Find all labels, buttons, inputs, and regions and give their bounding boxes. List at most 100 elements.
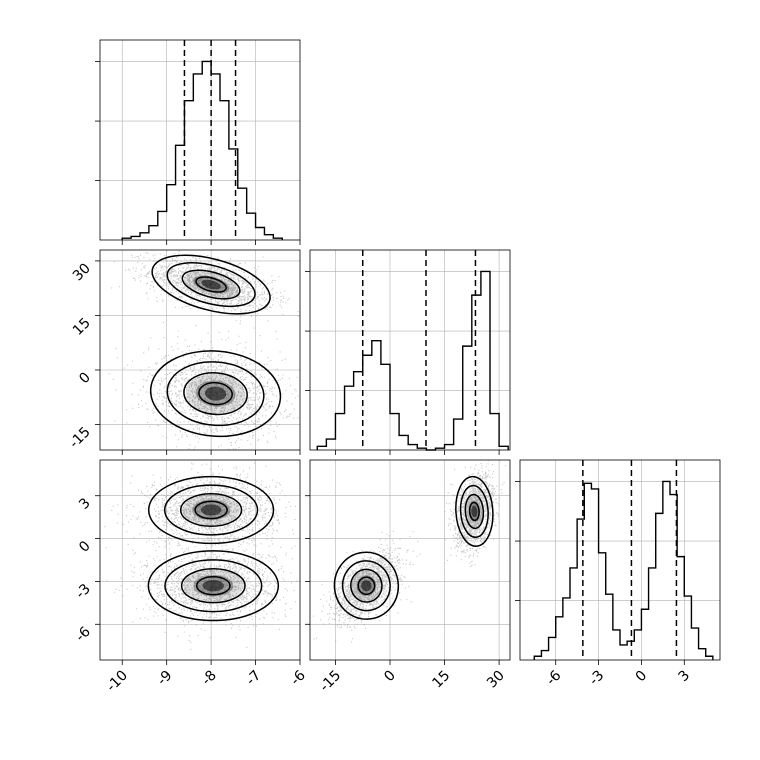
pair-0-2-density-0-2 <box>200 504 222 516</box>
hist-2-bin-17 <box>656 513 663 660</box>
hist-2-bin-15 <box>641 609 648 660</box>
hist-2-xtick-label-1: -3 <box>586 668 607 689</box>
hist-0-bin-15 <box>256 228 265 241</box>
hist-1-bin-0 <box>317 446 326 450</box>
pair-0-2-xtick-label-3: -7 <box>243 668 264 689</box>
pair-0-1-contour-1-2 <box>183 372 248 416</box>
hist-0-bin-12 <box>229 149 238 240</box>
hist-2-bin-16 <box>649 568 656 660</box>
hist-1-bin-17 <box>472 295 481 450</box>
hist-1-bin-6 <box>372 341 381 450</box>
hist-0-bin-16 <box>264 235 273 240</box>
hist-1-bin-2 <box>335 414 344 450</box>
pair-0-2-ytick-label-3: 3 <box>76 495 94 513</box>
hist-2-bin-20 <box>677 557 684 660</box>
hist-0-bars <box>121 60 283 240</box>
hist-1-bin-8 <box>390 414 399 450</box>
pair-1-2-xtick-label-3: 30 <box>484 668 508 692</box>
hist-0-bin-4 <box>158 211 167 240</box>
pair-1-2-contour-1-1 <box>459 484 489 539</box>
pair-0-2-contour-1-2 <box>180 568 246 604</box>
pair-0-1-contour-1-3 <box>198 381 233 406</box>
pair-0-1-density-1-2 <box>204 386 227 401</box>
pair-0-1-plot-area <box>108 250 300 450</box>
hist-1-bin-19 <box>490 414 499 450</box>
hist-1-bin-16 <box>463 346 472 450</box>
hist-1-bin-4 <box>354 372 363 450</box>
panel-hist-param1 <box>305 249 511 455</box>
pair-0-2-scatter <box>104 462 300 650</box>
hist-1-bin-1 <box>326 439 335 450</box>
hist-0-bin-6 <box>176 145 185 240</box>
pair-0-2-ytick-label-1: -3 <box>73 581 94 602</box>
hist-0-bin-13 <box>238 188 247 240</box>
hist-2-bin-5 <box>570 568 577 660</box>
pair-1-2-xtick-label-0: -15 <box>317 668 344 695</box>
hist-2-xtick-label-2: 0 <box>633 668 651 686</box>
panel-scatter-param0-param1: -15 0 15 30 <box>66 249 301 455</box>
pair-0-2-contour-0-0 <box>147 475 275 545</box>
pair-0-1-contour-0-3 <box>195 276 227 293</box>
hist-1-bars <box>316 270 509 451</box>
panel-scatter-param1-param2: -15 0 15 30 <box>305 459 511 695</box>
pair-0-2-contour-1-0 <box>147 550 280 622</box>
pair-0-1-contour-0-2 <box>181 269 241 300</box>
pair-1-2-contour-0-3 <box>357 576 376 596</box>
pair-1-2-density-0-2 <box>361 580 372 592</box>
pair-1-2-scatter <box>313 460 506 643</box>
hist-2-bin-8 <box>591 489 598 660</box>
hist-2-bin-14 <box>634 630 641 660</box>
pair-0-1-ytick-label-2: 15 <box>70 315 94 339</box>
pair-0-1-contour-0-0 <box>151 254 271 315</box>
hist-1-bin-20 <box>499 446 508 450</box>
pair-0-1-contour-0-1 <box>166 262 256 308</box>
hist-1-frame <box>309 249 511 451</box>
pair-0-2-xtick-label-1: -9 <box>154 668 175 689</box>
hist-2-bin-18 <box>663 481 670 660</box>
pair-0-2-frame <box>99 459 301 661</box>
hist-2-bin-12 <box>620 645 627 660</box>
pair-0-1-frame <box>99 249 301 451</box>
hist-2-bin-1 <box>541 651 548 660</box>
pair-1-2-plot-area <box>313 460 506 643</box>
pair-0-1-density-0-2 <box>201 279 221 290</box>
hist-2-bin-22 <box>691 628 698 660</box>
pair-0-2-contour-0-1 <box>163 484 259 536</box>
hist-2-bin-0 <box>534 656 541 660</box>
hist-1-bin-3 <box>345 386 354 450</box>
hist-2-bin-7 <box>584 483 591 660</box>
hist-0-bin-14 <box>247 213 256 240</box>
hist-2-xtick-label-3: 3 <box>675 668 693 686</box>
hist-2-bars <box>533 480 714 660</box>
pair-0-1-ytick-label-0: -15 <box>66 424 93 451</box>
hist-2-bin-11 <box>613 630 620 660</box>
pair-1-2-contour-0-0 <box>333 551 400 620</box>
pair-0-2-ytick-label-2: 0 <box>76 538 94 556</box>
hist-2-bin-23 <box>699 649 706 660</box>
hist-0-bin-11 <box>220 101 229 240</box>
hist-2-bin-9 <box>599 553 606 660</box>
hist-0-bin-3 <box>149 226 158 240</box>
pair-0-2-contour-0-3 <box>194 500 228 520</box>
pair-1-2-contour-1-0 <box>455 475 494 547</box>
hist-0-bin-2 <box>140 233 149 240</box>
hist-0-bin-1 <box>131 236 140 240</box>
pair-0-1-ytick-label-1: 0 <box>76 370 94 388</box>
hist-2-bin-3 <box>556 617 563 660</box>
panel-scatter-param0-param2: -6 -3 0 3 -10 -9 -8 -7 -6 <box>73 459 309 695</box>
pair-0-2-xtick-label-2: -8 <box>199 668 220 689</box>
hist-2-bin-24 <box>706 656 713 660</box>
pair-0-2-ytick-label-0: -6 <box>73 624 94 645</box>
pair-1-2-contour-1-2 <box>464 493 485 530</box>
hist-2-bin-21 <box>684 596 691 660</box>
pair-0-1-contour-1-0 <box>149 350 282 438</box>
panel-hist-param2: -6 -3 0 3 <box>515 459 721 689</box>
hist-2-bin-4 <box>563 598 570 660</box>
pair-1-2-contour-0-1 <box>341 560 391 612</box>
hist-1-bin-9 <box>399 435 408 450</box>
pair-0-2-contour-0-2 <box>179 492 243 528</box>
pair-0-2-xtick-label-0: -10 <box>104 668 131 695</box>
hist-0-bin-9 <box>202 61 211 240</box>
pair-1-2-frame <box>309 459 511 661</box>
